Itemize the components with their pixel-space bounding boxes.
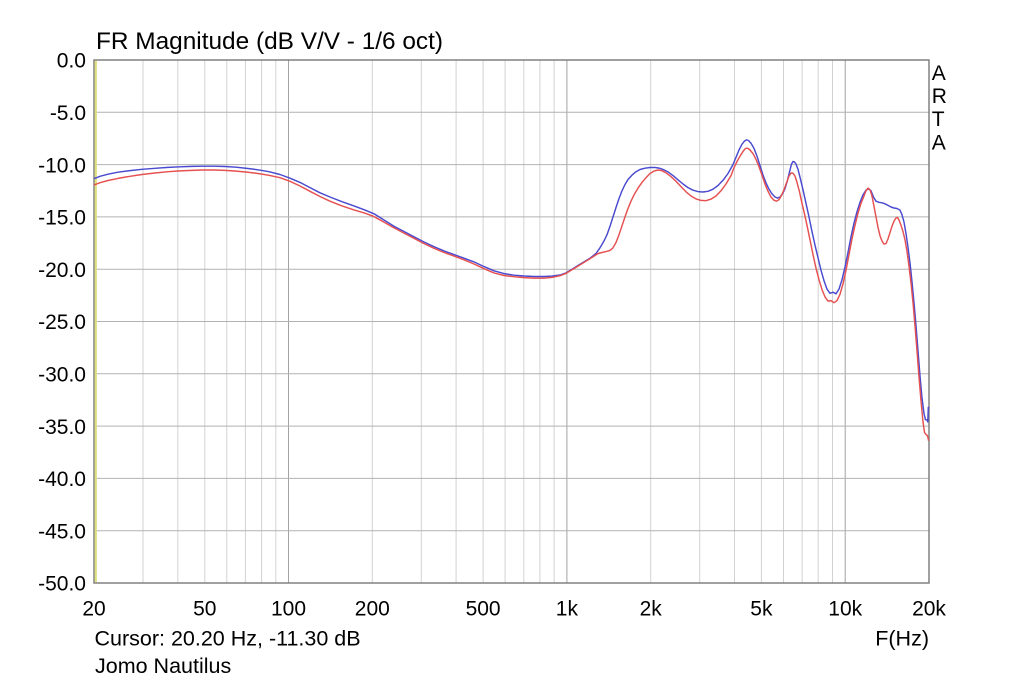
svg-text:20k: 20k [912, 598, 946, 621]
svg-text:A: A [932, 131, 946, 154]
svg-text:20: 20 [82, 598, 105, 621]
svg-text:A: A [932, 62, 946, 85]
svg-text:R: R [932, 85, 947, 108]
svg-text:500: 500 [466, 598, 501, 621]
svg-text:-45.0: -45.0 [38, 520, 86, 543]
svg-text:-20.0: -20.0 [38, 259, 86, 282]
svg-text:100: 100 [271, 598, 306, 621]
svg-text:-25.0: -25.0 [38, 311, 86, 334]
svg-text:FR Magnitude (dB V/V - 1/6 oct: FR Magnitude (dB V/V - 1/6 oct) [96, 28, 443, 55]
svg-text:-15.0: -15.0 [38, 207, 86, 230]
svg-text:-10.0: -10.0 [38, 154, 86, 177]
svg-text:-30.0: -30.0 [38, 364, 86, 387]
svg-text:-35.0: -35.0 [38, 416, 86, 439]
svg-text:2k: 2k [640, 598, 663, 621]
svg-text:F(Hz): F(Hz) [875, 626, 929, 650]
svg-text:0.0: 0.0 [57, 50, 86, 73]
svg-text:-40.0: -40.0 [38, 468, 86, 491]
svg-text:10k: 10k [828, 598, 862, 621]
svg-text:T: T [932, 108, 945, 131]
svg-text:5k: 5k [750, 598, 773, 621]
svg-text:-5.0: -5.0 [50, 102, 86, 125]
svg-text:200: 200 [355, 598, 390, 621]
svg-text:-50.0: -50.0 [38, 573, 86, 596]
svg-text:50: 50 [193, 598, 216, 621]
svg-text:1k: 1k [556, 598, 579, 621]
svg-text:Jomo Nautilus: Jomo Nautilus [95, 654, 231, 678]
svg-text:Cursor: 20.20 Hz, -11.30 dB: Cursor: 20.20 Hz, -11.30 dB [95, 626, 361, 650]
